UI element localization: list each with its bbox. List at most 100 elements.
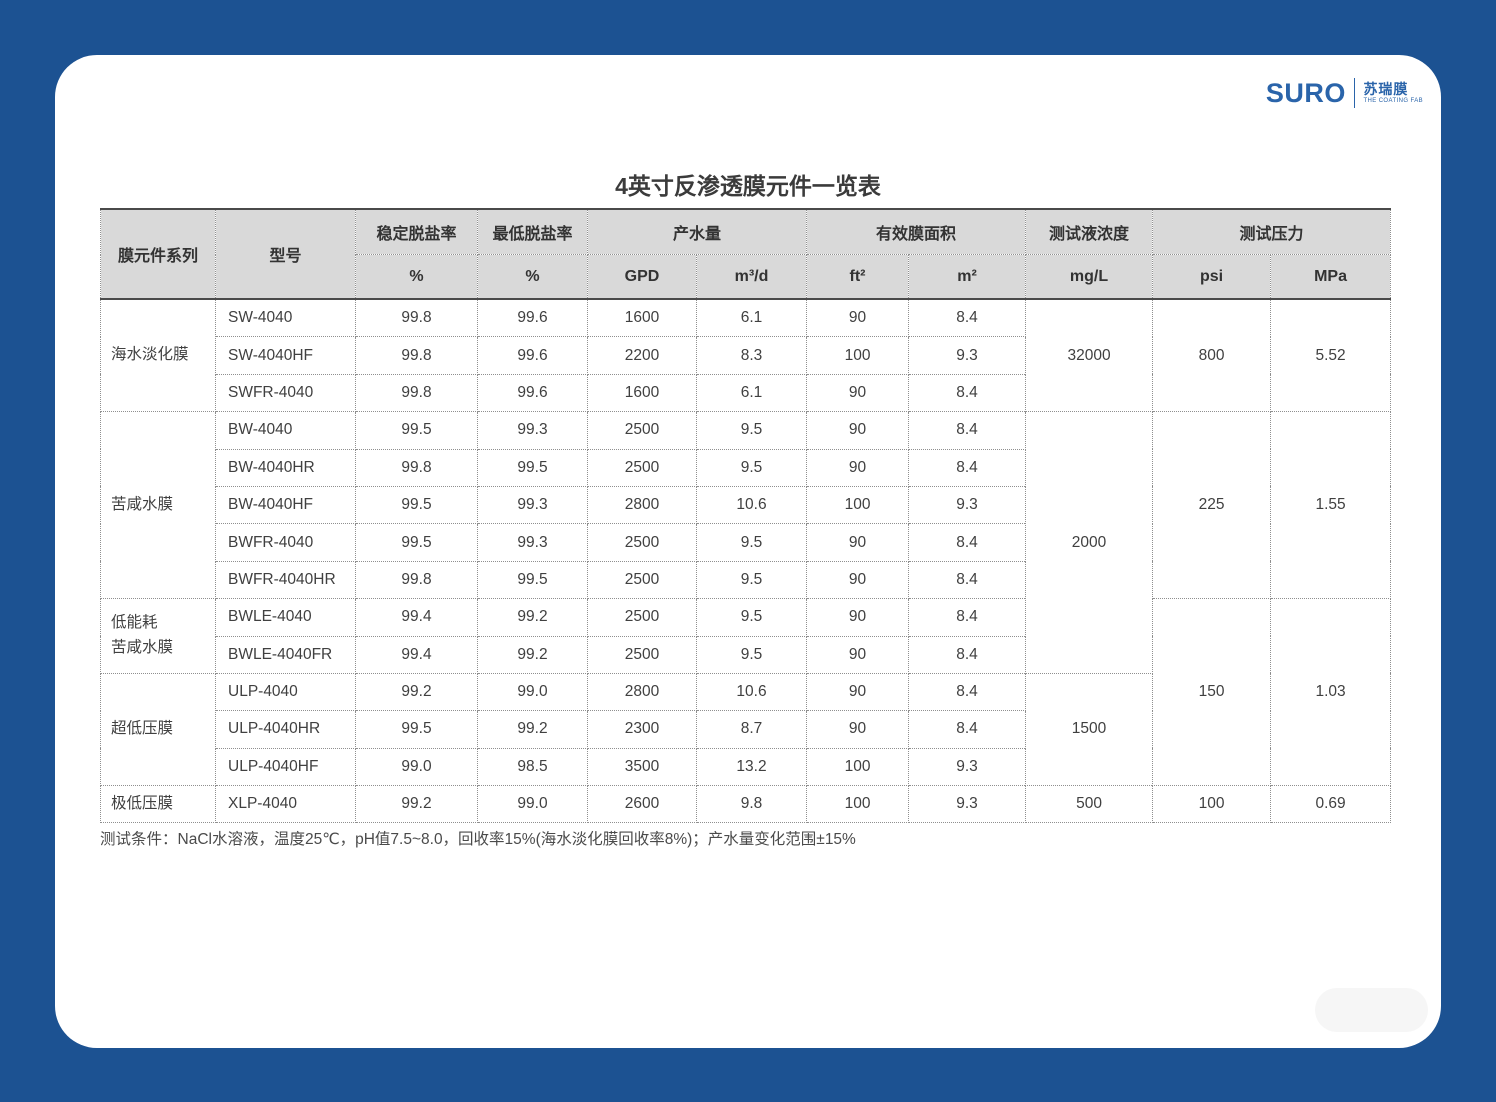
table-row: BWLE-4040FR 99.4 99.2 2500 9.5 90 8.4 — [101, 635, 1391, 674]
model-cell: BW-4040HR — [215, 448, 356, 487]
model-cell: BWLE-4040FR — [215, 635, 356, 674]
header-group-cell: 测试压力 — [1152, 208, 1392, 255]
min-rejection-cell: 99.5 — [477, 560, 588, 600]
m2-cell: 8.4 — [908, 523, 1027, 562]
test-conditions-note: 测试条件：NaCl水溶液，温度25℃，pH值7.5~8.0，回收率15%(海水淡… — [100, 831, 856, 848]
ft2-cell: 90 — [806, 373, 910, 413]
concentration-cell: 500 — [1025, 785, 1154, 824]
ft2-cell: 90 — [806, 710, 910, 749]
gpd-cell: 2800 — [587, 672, 697, 712]
min-rejection-cell: 99.2 — [477, 710, 588, 749]
stable-rejection-cell: 99.2 — [355, 672, 478, 712]
m2-cell: 8.4 — [908, 710, 1027, 749]
ft2-cell: 90 — [806, 598, 910, 637]
gpd-cell: 2800 — [587, 485, 697, 525]
content-card: SURO 苏瑞膜 THE COATING FAB 4英寸反渗透膜元件一览表 膜元… — [55, 55, 1441, 1048]
gpd-cell: 2200 — [587, 336, 697, 375]
logo-cn-name: 苏瑞膜 — [1363, 80, 1409, 97]
table-row: SW-4040HF 99.8 99.6 2200 8.3 100 9.3 — [101, 336, 1391, 375]
m2-cell: 8.4 — [908, 598, 1027, 637]
stable-rejection-cell: 99.8 — [355, 560, 478, 600]
min-rejection-cell: 99.6 — [477, 298, 588, 338]
m3d-cell: 10.6 — [695, 672, 808, 712]
header-group-cell: 测试液浓度 — [1025, 208, 1154, 255]
psi-cell: 150 — [1152, 598, 1272, 787]
model-cell: BWFR-4040 — [215, 523, 356, 562]
m2-cell: 8.4 — [908, 373, 1027, 413]
min-rejection-cell: 99.5 — [477, 448, 588, 487]
ft2-cell: 100 — [806, 747, 910, 787]
table-row: 极低压膜 XLP-4040 99.2 99.0 2600 9.8 100 9.3 500 100 0… — [100, 785, 1392, 824]
stable-rejection-cell: 99.5 — [355, 485, 478, 525]
stable-rejection-cell: 99.8 — [355, 298, 478, 338]
ft2-cell: 90 — [806, 523, 910, 562]
m2-cell: 8.4 — [908, 672, 1027, 712]
min-rejection-cell: 99.0 — [477, 785, 588, 824]
gpd-cell: 2600 — [587, 785, 697, 824]
m2-cell: 8.4 — [908, 411, 1027, 450]
ft2-cell: 100 — [806, 485, 910, 525]
model-cell: ULP-4040 — [215, 672, 356, 712]
min-rejection-cell: 99.6 — [477, 336, 588, 375]
m3d-cell: 9.5 — [695, 523, 808, 562]
header-unit-cell: GPD — [587, 254, 697, 300]
m2-cell: 9.3 — [908, 747, 1027, 787]
m3d-cell: 6.1 — [695, 298, 808, 338]
header-unit-cell: m³/d — [695, 254, 808, 300]
ft2-cell: 90 — [806, 448, 910, 487]
mpa-cell: 1.55 — [1270, 411, 1392, 600]
stable-rejection-cell: 99.4 — [355, 635, 478, 674]
stable-rejection-cell: 99.5 — [355, 523, 478, 562]
table-row: SWFR-4040 99.8 99.6 1600 6.1 90 8.4 — [101, 373, 1391, 413]
table-row: ULP-4040HR 99.5 99.2 2300 8.7 90 8.4 — [101, 710, 1391, 749]
spec-table-wrap: 膜元件系列 型号 稳定脱盐率 最低脱盐率 产水量 有效膜面积 测试液浓度 测试压力 %% GPD… — [100, 208, 1392, 824]
table-row: BW-4040HF 99.5 99.3 2800 10.6 100 9.3 — [101, 485, 1391, 525]
stable-rejection-cell: 99.0 — [355, 747, 478, 787]
concentration-cell: 2000 — [1025, 411, 1154, 674]
model-cell: SWFR-4040 — [215, 373, 356, 413]
suro-logo: SURO 苏瑞膜 THE COATING FAB — [1266, 78, 1423, 108]
corner-watermark — [1315, 988, 1428, 1032]
min-rejection-cell: 99.6 — [477, 373, 588, 413]
header-unit-cell: m² — [908, 254, 1027, 300]
stable-rejection-cell: 99.8 — [355, 336, 478, 375]
logo-brand-text: SURO — [1265, 77, 1346, 108]
psi-cell: 800 — [1152, 298, 1272, 413]
gpd-cell: 2500 — [587, 448, 697, 487]
stable-rejection-cell: 99.5 — [355, 411, 478, 450]
m3d-cell: 9.5 — [695, 448, 808, 487]
ft2-cell: 90 — [806, 298, 910, 338]
min-rejection-cell: 99.2 — [477, 598, 588, 637]
page-title: 4英寸反渗透膜元件一览表 — [615, 173, 881, 199]
ft2-cell: 90 — [806, 411, 910, 450]
table-row: BWFR-4040HR 99.8 99.5 2500 9.5 90 8.4 — [101, 560, 1391, 600]
model-cell: SW-4040 — [215, 298, 356, 338]
m2-cell: 9.3 — [908, 336, 1027, 375]
m3d-cell: 10.6 — [695, 485, 808, 525]
m2-cell: 8.4 — [908, 448, 1027, 487]
ft2-cell: 90 — [806, 560, 910, 600]
series-cell: 低能耗 苦咸水膜 — [100, 598, 216, 674]
m2-cell: 8.4 — [908, 560, 1027, 600]
header-unit-cell: mg/L — [1025, 254, 1154, 300]
table-row: 海水淡化膜 SW-4040 99.8 99.6 1600 6.1 90 8.4 32000 800… — [100, 298, 1392, 413]
series-cell: 苦咸水膜 — [100, 411, 216, 600]
table-row: ULP-4040HF 99.0 98.5 3500 13.2 100 9.3 — [101, 747, 1391, 787]
ft2-cell: 100 — [806, 336, 910, 375]
stable-rejection-cell: 99.5 — [355, 710, 478, 749]
table-header: 膜元件系列 型号 稳定脱盐率 最低脱盐率 产水量 有效膜面积 测试液浓度 测试压力 %% GPD… — [100, 208, 1392, 300]
header-unit-cell: ft² — [806, 254, 910, 300]
psi-cell: 225 — [1152, 411, 1272, 600]
series-cell: 超低压膜 — [100, 672, 216, 787]
model-cell: BW-4040HF — [215, 485, 356, 525]
m3d-cell: 9.5 — [695, 560, 808, 600]
m3d-cell: 6.1 — [695, 373, 808, 413]
concentration-cell: 1500 — [1025, 672, 1154, 787]
m3d-cell: 8.7 — [695, 710, 808, 749]
min-rejection-cell: 99.0 — [477, 672, 588, 712]
m3d-cell: 9.5 — [695, 411, 808, 450]
header-group-row: 膜元件系列 型号 稳定脱盐率 最低脱盐率 产水量 有效膜面积 测试液浓度 测试压力 — [100, 208, 1392, 300]
gpd-cell: 3500 — [587, 747, 697, 787]
header-group-cell: 膜元件系列 — [100, 208, 216, 300]
header-unit-cell: MPa — [1270, 254, 1392, 300]
